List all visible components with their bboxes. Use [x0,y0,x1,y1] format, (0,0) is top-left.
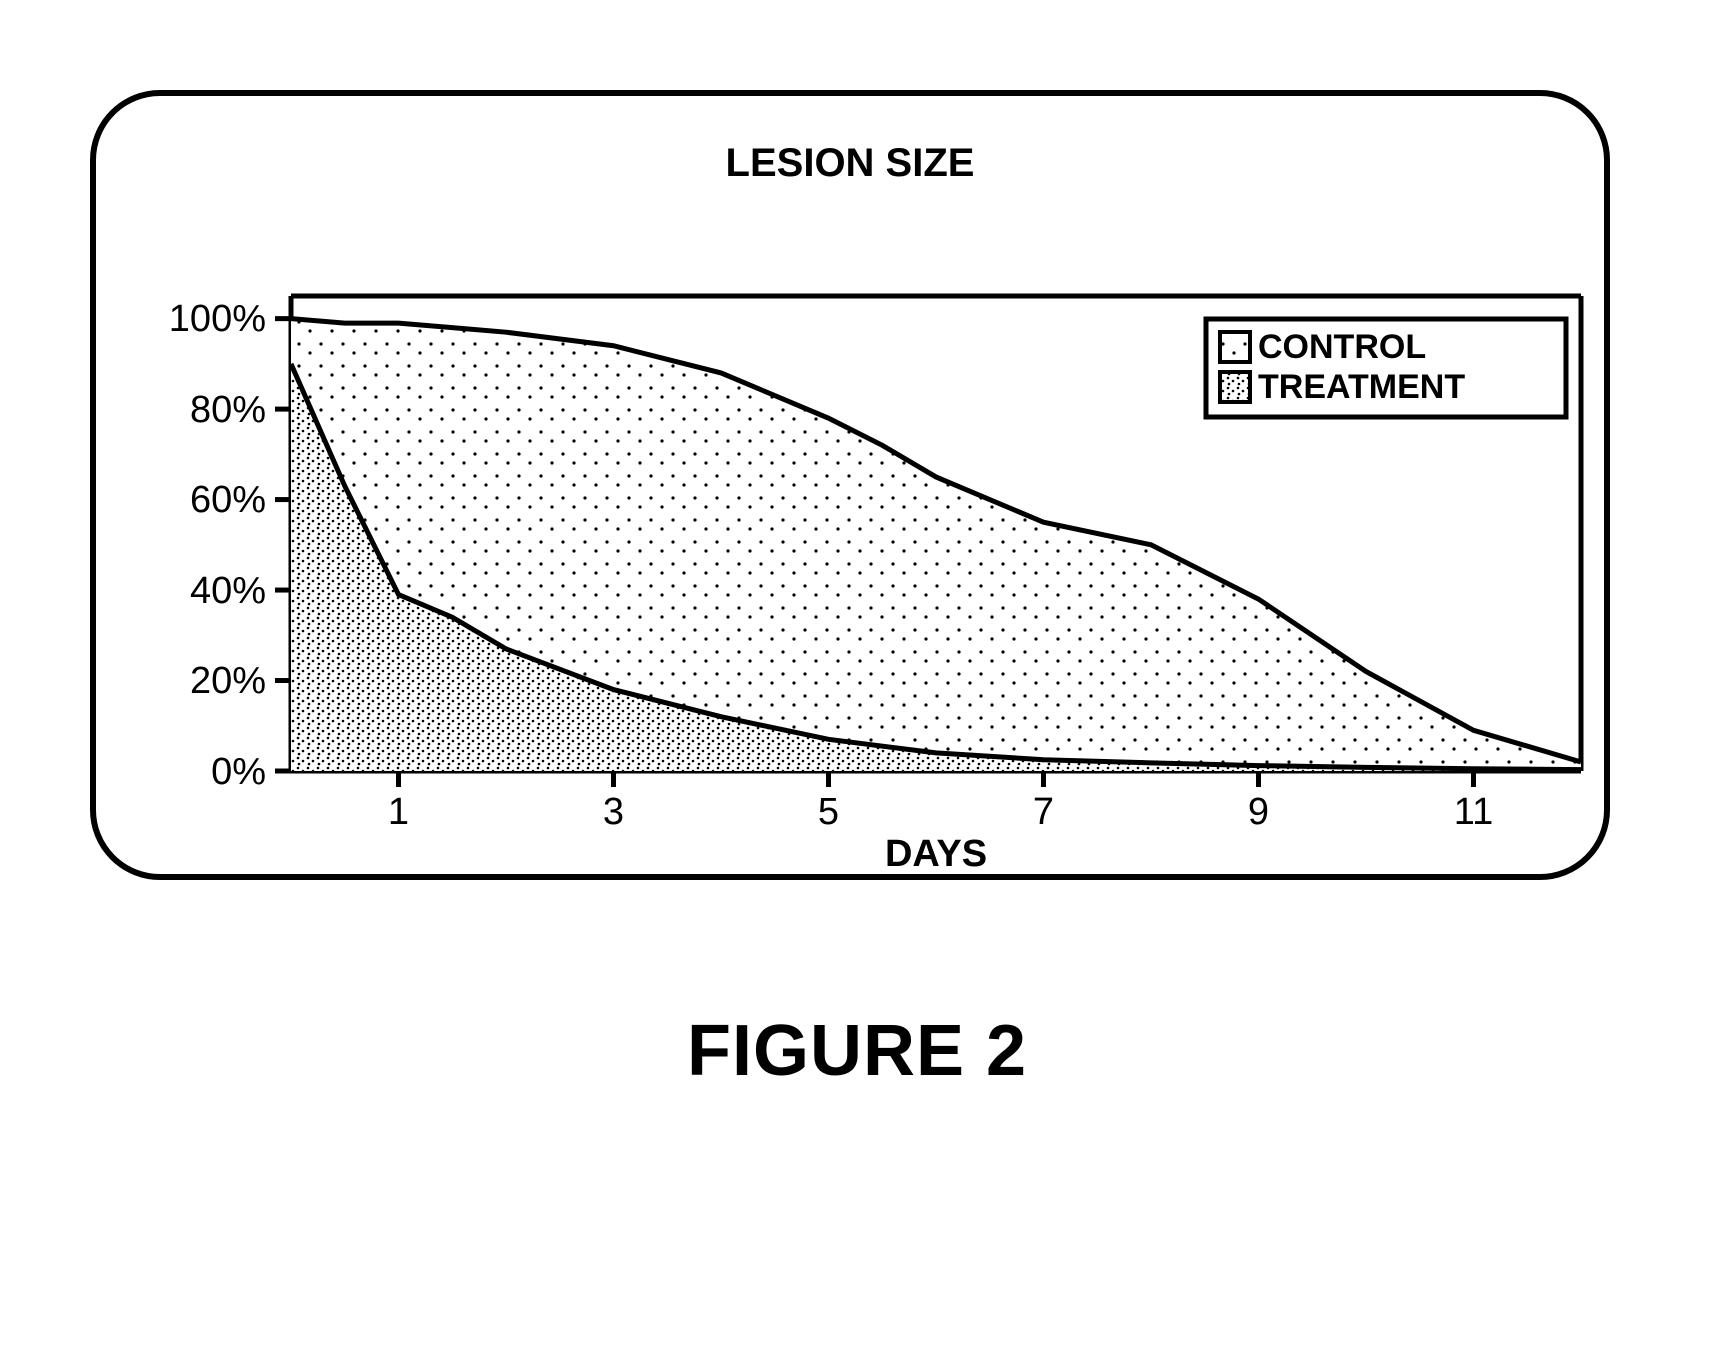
x-tick-1: 1 [388,771,409,833]
y-tick-label: 0% [211,751,266,793]
x-tick-label: 9 [1248,791,1269,833]
y-tick-label: 80% [190,389,266,431]
x-tick-label: 3 [603,791,624,833]
x-axis-label: DAYS [885,833,987,874]
y-tick-80: 80% [190,389,291,431]
y-tick-0: 0% [211,751,291,793]
x-tick-label: 5 [818,791,839,833]
chart-title: LESION SIZE [726,141,975,185]
y-axis: 0% 20% 40% 60% 80% [169,298,291,793]
x-tick-11: 11 [1454,771,1493,833]
y-tick-label: 40% [190,570,266,612]
legend-label: CONTROL [1258,328,1426,366]
y-tick-label: 100% [169,298,266,340]
legend-swatch-treatment [1220,372,1250,402]
legend-item-control: CONTROL [1220,328,1426,366]
legend-label: TREATMENT [1258,368,1465,406]
x-tick-label: 7 [1033,791,1054,833]
y-tick-20: 20% [190,660,291,702]
x-tick-3: 3 [603,771,624,833]
lesion-size-chart: LESION SIZE [96,96,1604,874]
x-tick-label: 1 [388,791,409,833]
x-tick-9: 9 [1248,771,1269,833]
y-tick-label: 60% [190,479,266,521]
chart-frame: LESION SIZE [90,90,1610,880]
x-tick-label: 11 [1454,791,1493,833]
figure-caption: FIGURE 2 [0,1010,1714,1092]
x-tick-7: 7 [1033,771,1054,833]
y-tick-40: 40% [190,570,291,612]
legend-swatch-control [1220,332,1250,362]
x-tick-5: 5 [818,771,839,833]
y-tick-100: 100% [169,298,291,340]
y-tick-label: 20% [190,660,266,702]
legend: CONTROL TREATMENT [1206,319,1566,417]
x-axis: 1 3 5 7 9 [388,771,1493,874]
page: LESION SIZE [0,0,1714,1372]
y-tick-60: 60% [190,479,291,521]
